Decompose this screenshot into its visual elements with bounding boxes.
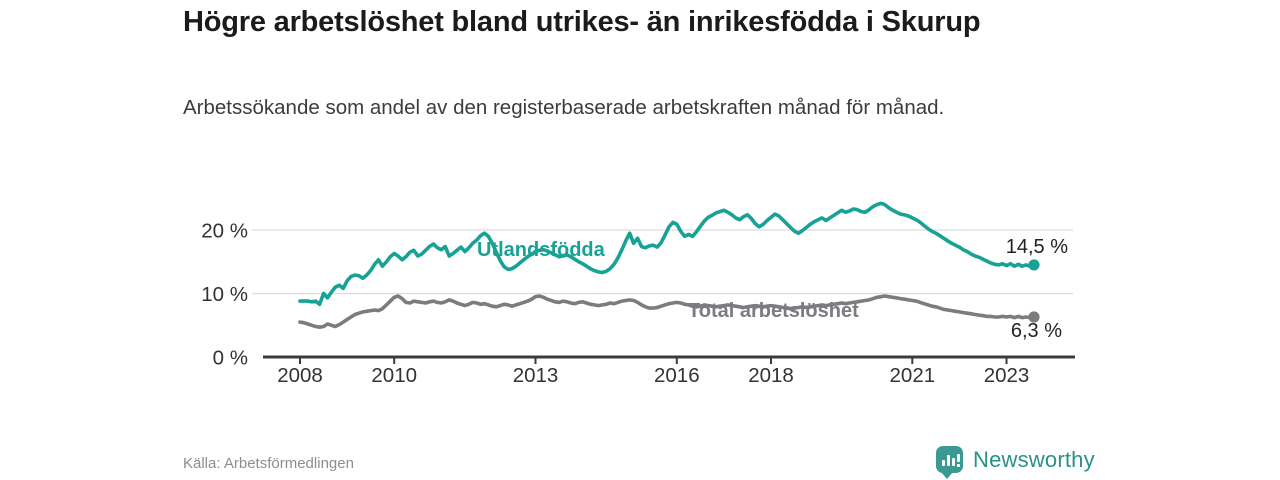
series-label-utlandsfodda: Utlandsfödda — [477, 239, 605, 261]
logo-bar-medium — [952, 458, 955, 466]
end-value-utlandsfodda: 14,5 % — [1005, 236, 1068, 258]
y-tick-label-10: 10 % — [201, 283, 248, 306]
x-tick-label-2016: 2016 — [654, 364, 700, 387]
logo-exclamation-dot — [957, 464, 960, 467]
x-tick-label-2008: 2008 — [277, 364, 323, 387]
x-tick-label-2018: 2018 — [748, 364, 794, 387]
logo-exclamation-line — [957, 454, 960, 462]
y-tick-label-0: 0 % — [213, 347, 248, 370]
x-tick-label-2023: 2023 — [984, 364, 1030, 387]
end-dot-total-arbetsl-shet — [1028, 311, 1040, 323]
source-note: Källa: Arbetsförmedlingen — [183, 455, 354, 472]
end-dot-utlandsf-dda — [1028, 259, 1040, 271]
newsworthy-wordmark: Newsworthy — [973, 447, 1095, 472]
logo-bar-tall — [947, 455, 950, 466]
y-tick-label-20: 20 % — [201, 220, 248, 243]
x-tick-label-2010: 2010 — [371, 364, 417, 387]
newsworthy-bar-chart-icon — [936, 446, 963, 473]
line-total-arbetsl-shet — [298, 294, 1036, 330]
logo-bar-short — [942, 460, 945, 466]
x-tick-label-2013: 2013 — [513, 364, 559, 387]
line-utlandsf-dda — [298, 201, 1036, 307]
logo-speech-bubble-tail — [941, 472, 953, 479]
newsworthy-logo: Newsworthy — [936, 445, 1096, 479]
chart-subtitle: Arbetssökande som andel av den registerb… — [183, 96, 945, 119]
end-value-total-arbetsloshet: 6,3 % — [1010, 320, 1062, 342]
series-label-total-arbetsloshet: Total arbetslöshet — [688, 300, 859, 322]
page-title: Högre arbetslöshet bland utrikes- än inr… — [183, 6, 981, 38]
x-tick-label-2021: 2021 — [890, 364, 936, 387]
